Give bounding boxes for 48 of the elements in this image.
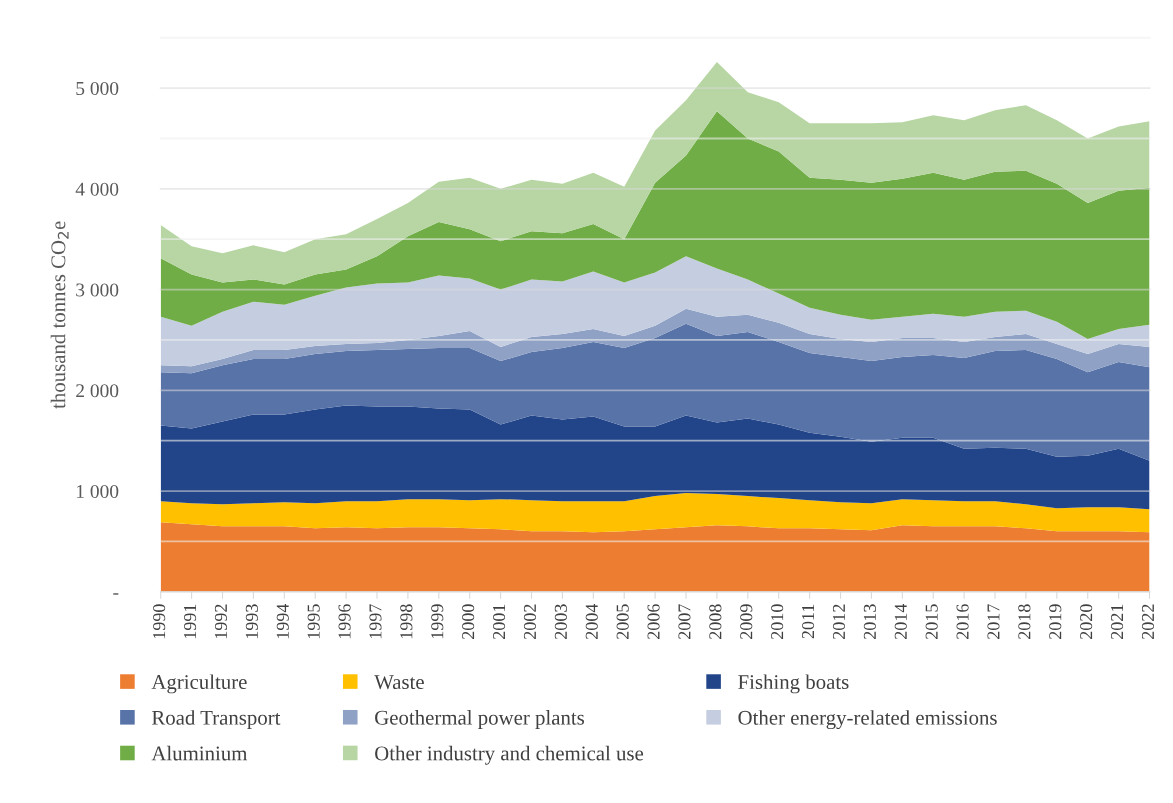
x-tick-label: 2000 (462, 604, 475, 639)
x-tick-label: 1999 (431, 604, 444, 639)
x-tick-label: 2019 (1049, 604, 1062, 639)
x-tick-label: 2018 (1018, 604, 1031, 639)
x-tick-label: 2006 (647, 604, 660, 639)
y-tick-label: 1 000 (76, 484, 119, 499)
x-tick-label: 2001 (492, 604, 506, 639)
x-tick-label: 2002 (523, 604, 537, 639)
legend-label: Agriculture (151, 674, 247, 694)
x-tick-label: 2021 (1110, 604, 1124, 639)
legend-label: Aluminium (151, 745, 248, 761)
legend-label: Fishing boats (738, 674, 849, 694)
x-tick-label: 1995 (307, 604, 320, 639)
x-tick-label: 1998 (400, 604, 413, 639)
x-tick-label: 2008 (709, 604, 722, 639)
x-tick-label: 2013 (863, 604, 876, 639)
x-tick-label: 2007 (678, 604, 691, 639)
legend-label: Waste (374, 675, 424, 690)
x-tick-label: 2022 (1141, 604, 1155, 639)
y-tick-label: 3 000 (76, 283, 119, 297)
x-tick-label: 2014 (894, 603, 907, 639)
x-tick-label: 2010 (771, 604, 784, 639)
x-tick-label: 2017 (987, 604, 1000, 639)
y-tick-label: 2 000 (76, 384, 119, 398)
x-tick-label: 2020 (1080, 604, 1093, 639)
y-axis-title: thousand tonnes CO$_{2}$e (50, 221, 69, 409)
x-tick-label: 2005 (616, 604, 629, 639)
x-tick-label: 1991 (183, 604, 197, 639)
legend-label: Road Transport (151, 710, 281, 730)
x-tick-label: 1997 (369, 604, 382, 639)
x-tick-label: 1992 (214, 604, 228, 639)
y-tick-label: 5 000 (76, 81, 119, 96)
legend-label: Geothermal power plants (375, 710, 585, 729)
x-tick-label: 2015 (925, 604, 938, 639)
x-tick-label: 2016 (956, 604, 969, 639)
legend-label: Other energy-related emissions (738, 710, 997, 730)
x-tick-label: 2003 (554, 604, 567, 639)
x-tick-label: 1990 (153, 604, 166, 639)
x-tick-label: 2009 (740, 604, 753, 639)
x-tick-label: 2004 (585, 603, 598, 639)
x-tick-label: 1993 (245, 604, 258, 639)
x-tick-label: 1994 (276, 603, 289, 639)
x-tick-label: 2011 (801, 604, 815, 639)
x-tick-label: 2012 (832, 604, 846, 639)
y-tick-label: - (113, 593, 119, 595)
y-tick-label: 4 000 (75, 182, 119, 196)
legend-label: Other industry and chemical use (375, 745, 644, 765)
x-tick-label: 1996 (338, 604, 351, 639)
